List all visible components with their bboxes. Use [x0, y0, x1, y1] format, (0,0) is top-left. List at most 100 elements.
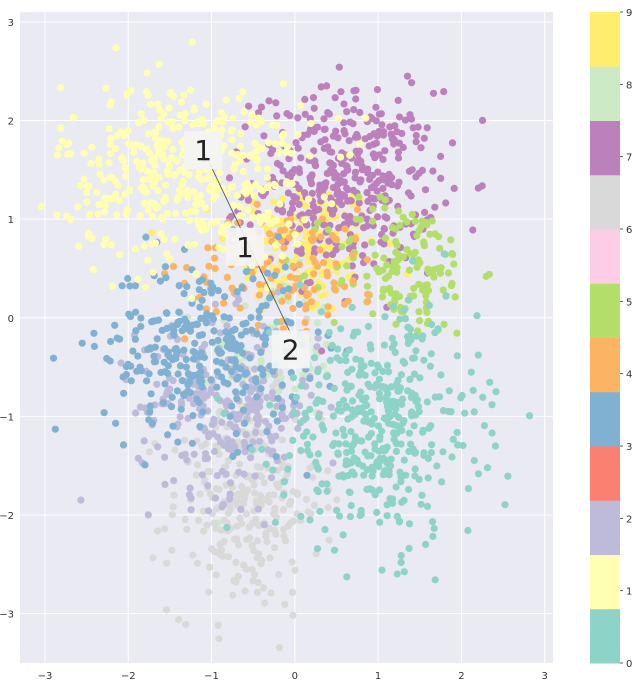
data-point	[400, 306, 408, 314]
data-point	[338, 243, 346, 251]
data-point	[371, 251, 379, 259]
data-point	[356, 178, 364, 186]
data-point	[306, 374, 314, 383]
data-point	[112, 419, 120, 427]
data-point	[332, 236, 340, 244]
data-point	[368, 238, 376, 247]
data-point	[473, 312, 481, 320]
data-point	[381, 467, 389, 475]
data-point	[337, 325, 345, 333]
data-point	[355, 193, 363, 201]
data-point	[281, 537, 290, 545]
data-point	[141, 461, 149, 469]
data-point	[144, 345, 152, 354]
data-point	[140, 199, 148, 207]
data-point	[207, 181, 215, 189]
data-point	[355, 199, 363, 207]
data-point	[345, 346, 353, 354]
data-point	[313, 486, 321, 494]
data-point	[234, 411, 242, 419]
data-point	[160, 525, 169, 533]
data-point	[292, 274, 300, 283]
data-point	[373, 508, 381, 516]
data-point	[242, 383, 250, 391]
data-point	[193, 320, 201, 328]
data-point	[264, 165, 272, 173]
data-point	[78, 339, 86, 347]
data-point	[348, 303, 356, 311]
data-point	[183, 456, 191, 464]
data-point	[263, 184, 271, 192]
data-point	[314, 450, 322, 458]
data-point	[339, 425, 347, 434]
data-point	[222, 363, 230, 371]
data-point	[95, 155, 103, 163]
data-point	[236, 203, 244, 211]
data-point	[268, 121, 276, 129]
data-point	[405, 447, 413, 456]
data-point	[270, 491, 278, 499]
data-point	[336, 512, 344, 520]
data-point	[309, 473, 317, 481]
data-point	[211, 254, 219, 262]
data-point	[411, 248, 419, 256]
data-point	[275, 570, 283, 579]
data-point	[126, 282, 134, 290]
data-point	[247, 313, 255, 322]
data-point	[307, 119, 315, 128]
data-point	[269, 146, 277, 154]
data-point	[265, 97, 273, 105]
data-point	[169, 145, 177, 153]
data-point	[117, 128, 125, 136]
data-point	[285, 220, 293, 228]
data-point	[231, 325, 239, 333]
data-point	[400, 456, 408, 464]
data-point	[226, 440, 234, 448]
y-tick-label: −1	[0, 412, 14, 423]
data-point	[383, 361, 392, 369]
data-point	[470, 408, 478, 416]
data-point	[175, 308, 183, 316]
data-point	[180, 346, 188, 354]
data-point	[306, 405, 314, 413]
data-point	[213, 217, 221, 225]
data-point	[411, 465, 419, 473]
data-point	[154, 144, 162, 152]
data-point	[375, 486, 384, 494]
data-point	[187, 494, 195, 502]
data-point	[399, 143, 407, 152]
data-point	[183, 283, 191, 291]
data-point	[392, 483, 400, 491]
data-point	[320, 221, 328, 229]
data-point	[250, 481, 258, 489]
data-point	[310, 501, 318, 509]
data-point	[373, 460, 381, 468]
data-point	[338, 201, 346, 209]
data-point	[181, 116, 189, 125]
data-point	[285, 285, 293, 293]
data-point	[257, 103, 266, 111]
data-point	[226, 412, 234, 420]
data-point	[131, 245, 139, 253]
data-point	[390, 340, 398, 348]
data-point	[453, 428, 461, 436]
data-point	[216, 540, 224, 549]
data-point	[183, 525, 191, 533]
data-point	[357, 357, 365, 365]
data-point	[278, 436, 286, 444]
data-point	[175, 282, 183, 290]
data-point	[385, 456, 393, 464]
data-point	[384, 390, 392, 398]
data-point	[203, 521, 211, 529]
data-point	[149, 268, 157, 276]
data-point	[149, 317, 157, 325]
x-tick-label: −3	[38, 671, 53, 682]
data-point	[175, 123, 183, 131]
data-point	[334, 181, 342, 189]
data-point	[486, 378, 494, 386]
data-point	[227, 340, 235, 348]
data-point	[262, 532, 270, 540]
data-point	[308, 237, 317, 245]
data-point	[453, 329, 461, 337]
data-point	[174, 370, 182, 378]
